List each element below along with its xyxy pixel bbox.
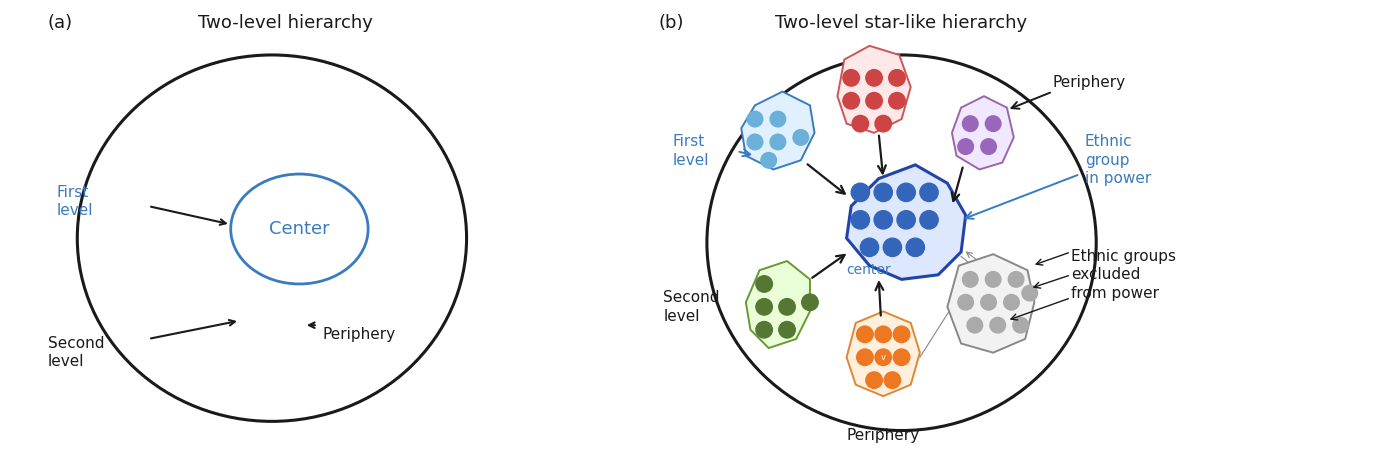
Circle shape	[757, 322, 772, 338]
Circle shape	[906, 238, 924, 256]
Circle shape	[889, 93, 906, 109]
Text: First
level: First level	[57, 185, 93, 218]
Circle shape	[963, 116, 978, 131]
Circle shape	[967, 317, 982, 333]
Polygon shape	[838, 46, 911, 133]
Circle shape	[958, 294, 974, 310]
Circle shape	[866, 93, 882, 109]
Circle shape	[757, 276, 772, 292]
Circle shape	[874, 183, 892, 202]
Circle shape	[842, 93, 859, 109]
Text: Two-level hierarchy: Two-level hierarchy	[198, 14, 373, 32]
Circle shape	[874, 211, 892, 229]
Polygon shape	[846, 311, 920, 396]
Circle shape	[963, 272, 978, 287]
Text: Second
level: Second level	[664, 290, 721, 324]
Text: Ethnic
group
in power: Ethnic group in power	[1084, 134, 1151, 186]
Circle shape	[792, 130, 809, 145]
Circle shape	[1004, 294, 1019, 310]
Text: Periphery: Periphery	[846, 428, 920, 442]
Text: Ethnic groups
excluded
from power: Ethnic groups excluded from power	[1070, 249, 1176, 301]
Circle shape	[920, 211, 938, 229]
Text: Second
level: Second level	[47, 336, 104, 370]
Circle shape	[893, 326, 910, 343]
Circle shape	[747, 134, 763, 150]
Circle shape	[866, 372, 882, 388]
Polygon shape	[952, 96, 1014, 169]
Circle shape	[884, 238, 902, 256]
Circle shape	[856, 349, 873, 365]
Circle shape	[860, 238, 878, 256]
Text: First
level: First level	[672, 134, 709, 168]
Circle shape	[920, 183, 938, 202]
Circle shape	[761, 153, 776, 168]
Circle shape	[757, 299, 772, 315]
Circle shape	[898, 211, 916, 229]
Text: (a): (a)	[47, 14, 73, 32]
Circle shape	[958, 139, 974, 154]
Polygon shape	[745, 261, 810, 348]
Circle shape	[1008, 272, 1023, 287]
Circle shape	[981, 139, 996, 154]
Circle shape	[856, 326, 873, 343]
Text: Periphery: Periphery	[322, 327, 396, 342]
Text: Two-level star-like hierarchy: Two-level star-like hierarchy	[776, 14, 1028, 32]
Circle shape	[802, 294, 819, 311]
Circle shape	[851, 211, 870, 229]
Circle shape	[981, 294, 996, 310]
Circle shape	[898, 183, 916, 202]
Circle shape	[875, 115, 892, 132]
Polygon shape	[947, 254, 1034, 353]
Circle shape	[747, 111, 763, 127]
Circle shape	[770, 111, 786, 127]
Text: (b): (b)	[658, 14, 685, 32]
Circle shape	[779, 299, 795, 315]
Circle shape	[985, 116, 1001, 131]
Text: center: center	[846, 263, 891, 277]
Circle shape	[1022, 285, 1037, 301]
Circle shape	[852, 115, 869, 132]
Polygon shape	[846, 165, 965, 279]
Circle shape	[884, 372, 900, 388]
Circle shape	[875, 326, 892, 343]
Text: Center: Center	[270, 220, 329, 238]
Circle shape	[770, 134, 786, 150]
Circle shape	[866, 70, 882, 86]
Circle shape	[842, 70, 859, 86]
Circle shape	[889, 70, 906, 86]
Circle shape	[875, 349, 892, 365]
Polygon shape	[741, 92, 815, 169]
Circle shape	[985, 272, 1001, 287]
Circle shape	[990, 317, 1005, 333]
Text: v: v	[881, 353, 885, 362]
Circle shape	[851, 183, 870, 202]
Circle shape	[779, 322, 795, 338]
Circle shape	[893, 349, 910, 365]
Text: Periphery: Periphery	[1052, 75, 1126, 90]
Circle shape	[1012, 317, 1029, 333]
